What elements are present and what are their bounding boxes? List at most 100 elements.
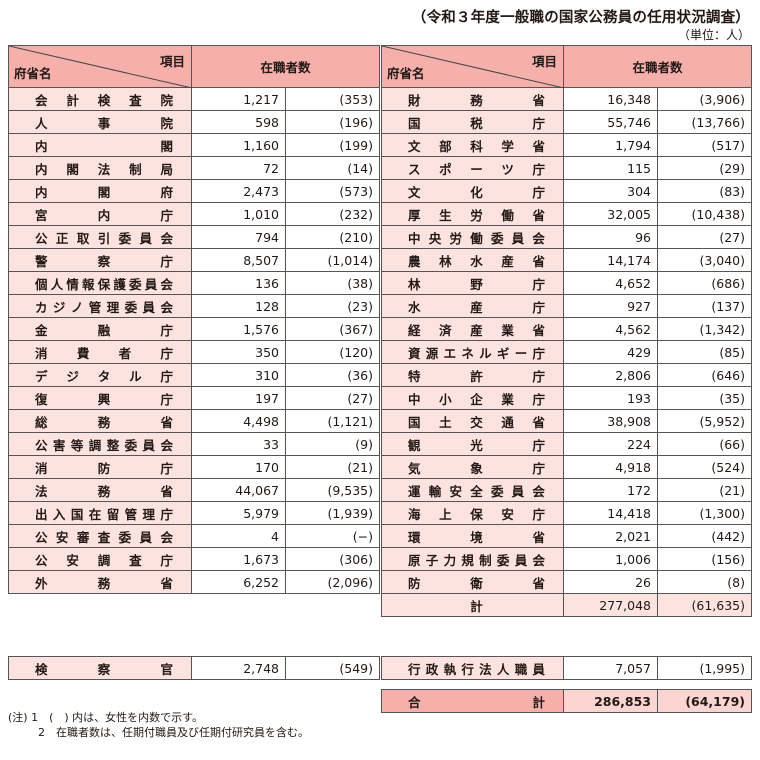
name-char: 法 [97,161,111,177]
women-count: (27) [284,386,381,410]
name-char: 庁 [532,437,545,453]
name-char: 源 [425,345,439,361]
subtotal-count: 277,048 [563,593,658,617]
ministry-name: 文部科学省 [381,133,564,157]
table-row: 内閣 1,160 (199) [8,133,381,157]
name-char: 外 [35,575,48,591]
ministry-name: 内閣法制局 [8,156,192,180]
staff-count: 26 [563,570,658,594]
staff-count: 115 [563,156,658,180]
table-row: 外 務 省 6,252 (2,096) [8,570,381,594]
table-row: 警 察 庁 8,507 (1,014) [8,248,381,272]
name-char: 計 [66,92,79,108]
prosecutors-table: 検 察 官 2,748 (549) [8,656,380,680]
name-char: 庁 [532,299,545,315]
ministry-name: 金融庁 [8,317,192,341]
name-char: 許 [470,368,483,384]
name-char: 保 [97,276,111,292]
name-char: 委 [118,529,132,545]
name-char: 合 [408,694,421,710]
table-row: 消 費 者 庁 350 (120) [8,340,381,364]
name-char: 文 [408,138,421,154]
name-char: 法 [479,661,492,677]
name-char: 野 [470,276,483,292]
name-char: 融 [97,322,111,338]
women-count: (13,766) [656,110,753,134]
name-char: 庁 [160,368,173,384]
name-char: ジ [52,299,66,315]
table-row: 防 衛 省 26 (8) [381,570,753,594]
name-char: 調 [97,552,111,568]
staff-count: 2,806 [563,363,658,387]
name-char: 委 [124,437,138,453]
ministry-name: 総務省 [8,409,192,433]
name-char: 経 [408,322,421,338]
staff-count: 4 [191,524,286,548]
right-table: 項目 府省名 在職者数 財務省 16,348 (3,906) 国税庁 55,746 (13… [381,45,753,617]
table-row: 中 小 企 業 庁 193 (35) [381,386,753,410]
staff-count: 5,979 [191,501,286,525]
name-char: 行 [408,661,421,677]
name-char: 法 [35,483,48,499]
subtotal-row: 計 277,048 (61,635) [381,593,753,617]
ministry-name: 個人情報保護委員会 [8,271,192,295]
table-row: 海 上 保 安 庁 14,418 (1,300) [381,501,753,525]
staff-count: 128 [191,294,286,318]
left-table: 項目 府省名 在職者数 会計検査院 1,217 (353) 人事院 598 (196) 内閣… [8,45,381,594]
name-char: 取 [76,230,90,246]
women-count: (83) [656,179,753,203]
staff-count: 16,348 [563,87,658,111]
ministry-name: 国税庁 [381,110,564,134]
staff-count: 136 [191,271,286,295]
name-char: 行 [461,661,474,677]
staff-count: 310 [191,363,286,387]
name-char: 人 [35,115,48,131]
name-char: 金 [35,322,48,338]
name-char: 科 [470,138,483,154]
ministry-name: 内閣府 [8,179,192,203]
name-char: エ [443,345,457,361]
women-count: (1,121) [284,409,381,433]
name-char: 閣 [66,161,79,177]
name-char: 防 [408,575,421,591]
name-char: 制 [479,552,492,568]
table-row: 文 部 科 学 省 1,794 (517) [381,133,753,157]
name-char: 光 [470,437,483,453]
staff-count: 927 [563,294,658,318]
page-title: （令和３年度一般職の国家公務員の任用状況調査） [411,10,750,26]
staff-count: 598 [191,110,286,134]
name-char: 安 [449,483,462,499]
name-char: 原 [408,552,421,568]
women-count: (210) [284,225,381,249]
name-char: ツ [501,161,514,177]
women-count: (8) [656,570,753,594]
name-char: ー [470,161,483,177]
staff-count: 172 [563,478,658,502]
name-char: 省 [160,483,173,499]
ministry-name: 復興庁 [8,386,192,410]
ministry-name: 財務省 [381,87,564,111]
ministry-name: 公安調査庁 [8,547,192,571]
name-char: 者 [118,345,132,361]
name-char: 委 [496,552,510,568]
header-name-cell: 項目 府省名 [381,45,564,88]
name-char: 員 [142,299,156,315]
women-count: (36) [284,363,381,387]
name-char: 人 [50,276,64,292]
name-char: ギ [496,345,510,361]
ministry-name: カジノ管理委員会 [8,294,192,318]
table-row: 国 税 庁 55,746 (13,766) [381,110,753,134]
women-count: (120) [284,340,381,364]
women-count: (1,014) [284,248,381,272]
staff-count: 32,005 [563,202,658,226]
name-char: 海 [408,506,421,522]
header-row: 項目 府省名 在職者数 [381,45,753,88]
name-char: 理 [106,299,120,315]
name-char: 輸 [428,483,442,499]
name-char: 省 [532,414,545,430]
name-char: 院 [160,115,173,131]
header-item-label: 項目 [531,54,557,69]
diagonal-divider-icon [382,46,564,88]
staff-count: 4,918 [563,455,658,479]
name-char: 消 [35,345,48,361]
